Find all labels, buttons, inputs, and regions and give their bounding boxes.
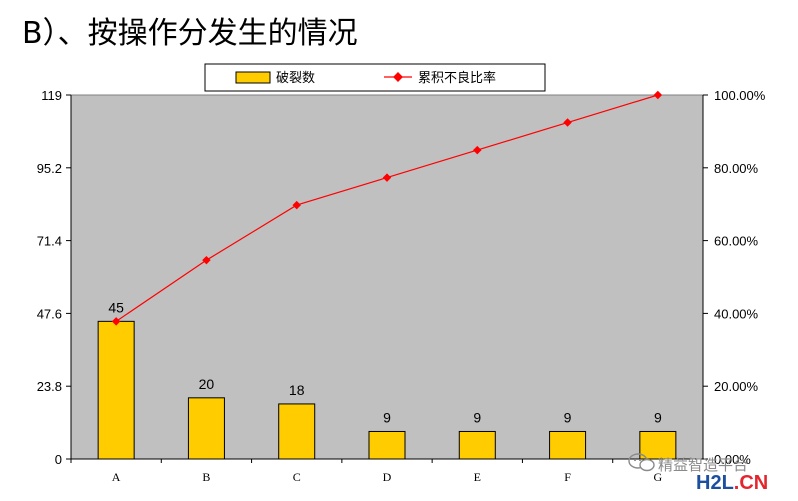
bar-B <box>187 397 225 460</box>
right-tick-label: 100.00% <box>714 88 766 103</box>
data-labels-layer: 45 20 18 9 9 9 9 <box>108 299 662 425</box>
plot-area <box>70 94 704 460</box>
watermark-text: 精益智造平台 <box>658 456 749 474</box>
logo-dot: . <box>733 472 740 494</box>
x-tick-label: E <box>474 470 481 484</box>
x-tick-label: B <box>202 470 210 484</box>
x-tick-label: A <box>112 470 121 484</box>
bar-C <box>278 403 316 460</box>
bar-value-label: 20 <box>199 376 215 392</box>
bar-value-label: 9 <box>654 409 662 425</box>
legend-bar-swatch <box>235 71 271 84</box>
left-tick-label: 95.2 <box>37 161 62 176</box>
left-tick-labels: 0 23.8 47.6 71.4 95.2 119 <box>37 88 71 467</box>
right-tick-label: 0.00% <box>714 452 751 467</box>
bar-value-label: 45 <box>108 299 124 315</box>
page-title: B）、按操作分发生的情况 <box>22 16 358 51</box>
x-tick-label: G <box>654 470 663 484</box>
h2l-logo: H2L.CN <box>696 472 768 495</box>
right-tick-labels: 0.00% 20.00% 40.00% 60.00% 80.00% 100.00% <box>703 88 766 467</box>
logo-suffix: CN <box>739 472 769 494</box>
left-tick-label: 23.8 <box>37 379 62 394</box>
left-tick-label: 47.6 <box>37 306 62 321</box>
left-tick-label: 0 <box>55 452 62 467</box>
cumulative-line-layer <box>111 90 663 326</box>
bar-A <box>97 320 135 460</box>
cumulative-point-C <box>292 200 301 210</box>
cumulative-point-B <box>202 255 211 265</box>
right-tick-label: 40.00% <box>714 306 759 321</box>
bar-value-label: 18 <box>289 382 305 398</box>
wechat-icon <box>628 453 655 472</box>
bar-G <box>639 430 677 460</box>
bar-value-label: 9 <box>564 409 572 425</box>
watermark: 精益智造平台 H2L.CN <box>628 452 798 501</box>
bar-F <box>549 430 587 460</box>
x-tick-label: C <box>293 470 301 484</box>
left-tick-label: 119 <box>41 88 62 103</box>
bars-layer <box>97 320 677 460</box>
legend-bar-label: 破裂数 <box>276 71 315 86</box>
x-tick-labels: A B C D E F G <box>70 459 663 484</box>
right-tick-label: 20.00% <box>714 379 759 394</box>
right-tick-label: 80.00% <box>714 161 759 176</box>
bar-value-label: 9 <box>383 409 391 425</box>
bar-value-label: 9 <box>473 409 481 425</box>
x-tick-label: F <box>564 470 571 484</box>
legend: 破裂数 累积不良比率 <box>204 63 546 92</box>
axes-layer <box>70 95 704 460</box>
right-tick-label: 60.00% <box>714 234 759 249</box>
bar-E <box>458 430 496 460</box>
cumulative-point-A <box>111 317 121 326</box>
left-tick-label: 71.4 <box>37 234 62 249</box>
cumulative-point-E <box>473 145 482 155</box>
legend-line-label: 累积不良比率 <box>418 70 496 86</box>
x-tick-label: D <box>383 470 392 484</box>
logo-main: H2L <box>696 472 734 494</box>
cumulative-point-D <box>382 173 392 182</box>
bar-D <box>368 430 406 460</box>
